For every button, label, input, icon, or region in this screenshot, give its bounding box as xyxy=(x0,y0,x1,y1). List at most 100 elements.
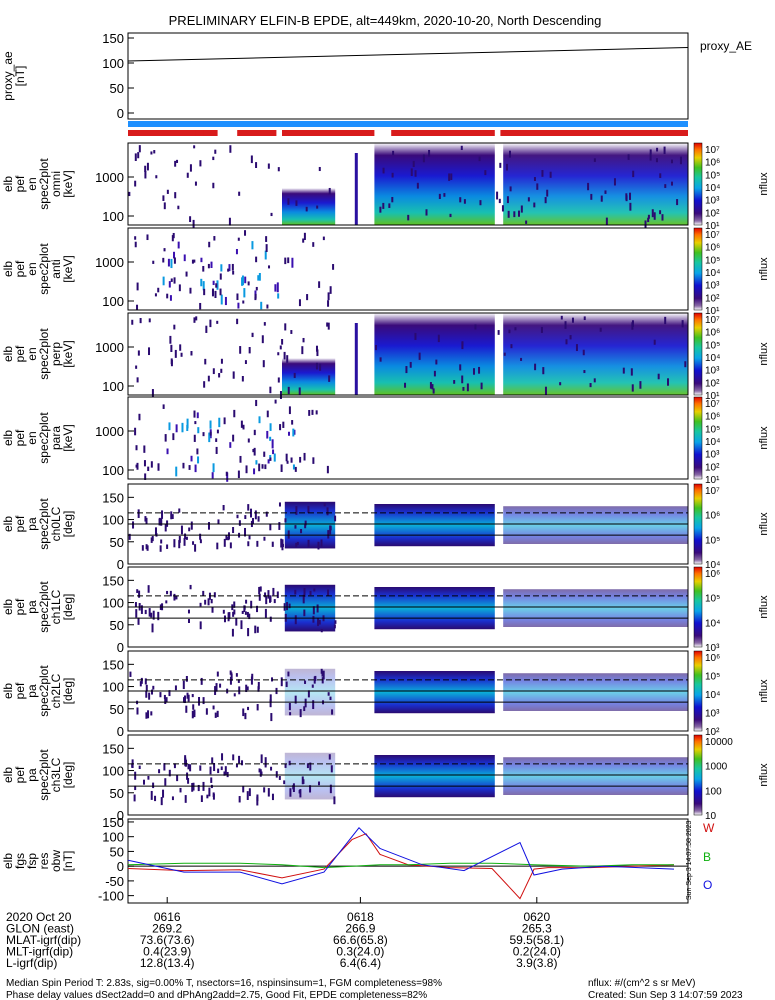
spec-perp-noise xyxy=(209,319,212,328)
spec-perp-noise xyxy=(583,316,586,321)
pa-ch0LC-tick-label: 150 xyxy=(102,490,124,505)
pa-ch3LC-noise xyxy=(171,796,174,801)
spec-omni-noise xyxy=(679,156,682,165)
pa-ch1LC-noise xyxy=(207,598,210,606)
spec-perp-noise xyxy=(544,386,547,395)
pa-ch3LC-noise xyxy=(309,762,312,771)
spec-para-speckle xyxy=(197,427,200,434)
spec-omni-noise xyxy=(647,217,650,223)
spec-perp-tick-label: 1000 xyxy=(95,340,124,355)
pa-ch3LC-noise xyxy=(284,764,287,768)
spec-omni-noise xyxy=(137,152,140,159)
pa-ch0LC-noise xyxy=(284,518,287,523)
pa-ch3LC-noise xyxy=(241,760,244,766)
spec-para-cb-label: 10² xyxy=(705,462,720,473)
pa-ch3LC-noise xyxy=(242,785,245,793)
pa-ch3LC-band-a xyxy=(374,755,495,798)
pa-ch2LC-noise xyxy=(193,709,196,718)
pa-ch2LC-noise xyxy=(136,707,139,715)
spec-perp-noise xyxy=(262,360,265,368)
spec-para-noise xyxy=(172,433,175,441)
pa-ch1LC-noise xyxy=(288,603,291,609)
pa-ch3LC-noise xyxy=(271,793,274,801)
pa-ch1LC-noise xyxy=(199,602,202,607)
pa-ch3LC-noise xyxy=(164,778,167,786)
pa-ch3LC-noise xyxy=(162,789,165,798)
footer-row-value: 3.9(3.8) xyxy=(516,956,557,970)
spec-omni-noise xyxy=(484,170,487,176)
spec-para-speckle xyxy=(271,439,274,449)
spec-omni-noise xyxy=(644,220,647,229)
pa-ch0LC-noise xyxy=(194,544,197,552)
pa-ch1LC-noise xyxy=(294,589,297,595)
spec-perp-noise xyxy=(681,320,684,328)
spec-anti-frame xyxy=(127,227,689,311)
spec-para-noise xyxy=(143,445,146,453)
spec-omni-noise xyxy=(267,163,270,169)
pa-ch3LC-noise xyxy=(238,796,241,803)
spec-omni-noise xyxy=(478,156,481,162)
spec-anti-noise xyxy=(213,236,216,241)
spec-para-noise xyxy=(308,410,311,416)
spec-para-noise xyxy=(143,460,146,467)
spec-omni-band-c xyxy=(282,188,336,225)
pa-ch3LC-noise xyxy=(152,782,155,789)
spec-perp-noise xyxy=(631,384,634,392)
pa-ch1LC-noise xyxy=(313,588,316,592)
pa-ch3LC-noise xyxy=(208,787,211,797)
pa-ch1LC-noise xyxy=(241,610,244,614)
pa-ch3LC-noise xyxy=(329,784,332,794)
spec-anti-noise xyxy=(163,248,166,252)
spec-anti-noise xyxy=(166,293,169,299)
pa-ch1LC-noise xyxy=(175,595,178,600)
spec-omni-noise xyxy=(460,145,463,151)
spec-para-cb-label: 10¹ xyxy=(705,475,720,486)
pa-ch1LC-noise xyxy=(318,619,321,625)
pa-ch2LC-noise xyxy=(270,713,273,722)
spec-para-noise xyxy=(252,449,255,453)
pa-ch3LC-ylabel-4: ch3LC xyxy=(49,757,63,792)
spec-perp-noise xyxy=(571,317,574,323)
spec-para-noise xyxy=(237,470,240,479)
spec-perp-noise xyxy=(653,339,656,345)
bfield-legend-W: W xyxy=(703,821,715,835)
spec-anti-ylabel-5: [keV] xyxy=(61,255,75,282)
spec-para-speckle xyxy=(186,418,189,429)
pa-ch0LC-noise xyxy=(256,540,259,547)
spec-anti-speckle xyxy=(257,275,260,281)
pa-ch2LC-noise xyxy=(257,686,260,692)
spec-perp-cb-label: 10⁶ xyxy=(705,328,720,339)
spec-omni-cb-unit: nflux xyxy=(758,172,770,196)
science-bar-segment xyxy=(128,130,218,136)
footer-row-value: 73.6(73.6) xyxy=(140,933,195,947)
pa-ch1LC-noise xyxy=(309,590,312,595)
spec-para-speckle xyxy=(258,416,261,424)
spec-omni-noise xyxy=(463,199,466,204)
pa-ch1LC-noise xyxy=(269,595,272,602)
spec-anti-noise xyxy=(254,296,257,301)
pa-ch2LC-cb-label: 10⁵ xyxy=(705,672,720,683)
pa-ch2LC-noise xyxy=(229,676,232,685)
pa-ch2LC-noise xyxy=(250,676,253,685)
bfield-ylabel-0: elb xyxy=(1,853,15,869)
pa-ch3LC-noise xyxy=(199,765,202,771)
spec-para-noise xyxy=(196,448,199,455)
pa-ch2LC-ylabel-4: ch2LC xyxy=(49,673,63,708)
spec-para-noise xyxy=(182,462,185,469)
spec-perp-ylabel-2: en xyxy=(25,347,39,360)
spec-perp-noise xyxy=(631,322,634,330)
pa-ch0LC-noise xyxy=(307,539,310,548)
spec-anti-ylabel-4: anti xyxy=(49,259,63,278)
pa-ch1LC-noise xyxy=(265,596,268,605)
pa-ch2LC-noise xyxy=(321,670,324,677)
spec-anti-noise xyxy=(232,270,235,275)
pa-ch0LC-noise xyxy=(269,523,272,531)
spec-omni-noise xyxy=(277,167,280,172)
proxy-ae-legend: proxy_AE xyxy=(700,39,752,53)
spec-anti-noise xyxy=(237,237,240,241)
spec-anti-ylabel-2: en xyxy=(25,262,39,275)
spec-anti-noise xyxy=(134,236,137,240)
